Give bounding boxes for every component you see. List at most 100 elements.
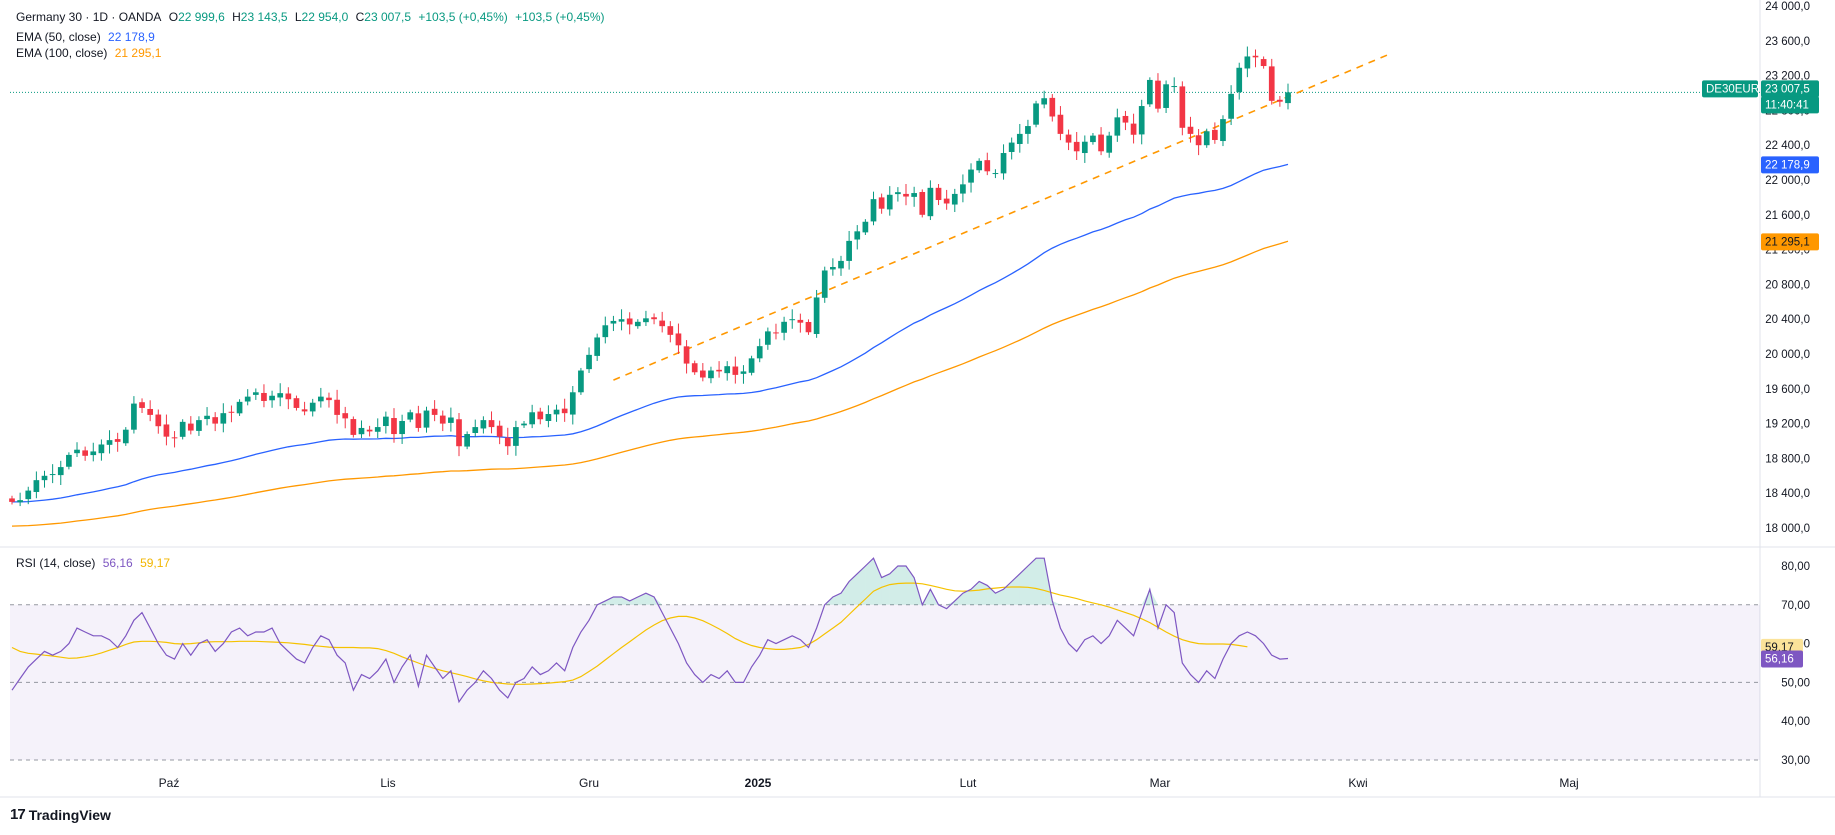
rsi-overbought-fill bbox=[1027, 558, 1037, 605]
rsi-legend[interactable]: RSI (14, close) 56,16 59,17 bbox=[16, 556, 171, 570]
price-tick-label: 23 600,0 bbox=[1765, 36, 1810, 48]
tradingview-icon: 17 bbox=[10, 806, 26, 823]
tradingview-logo[interactable]: 17 TradingView bbox=[10, 806, 111, 823]
rsi-overbought-fill bbox=[857, 566, 866, 605]
candle-body bbox=[659, 320, 666, 327]
price-badges: 23 007,5 11:40:41 DE30EUR 22 178,9 21 295,1 5… bbox=[1702, 80, 1819, 668]
candle-body bbox=[1260, 59, 1267, 67]
ohlc-legend: Germany 30 · 1D · OANDA O22 999,6 H23 14… bbox=[16, 10, 605, 24]
grid bbox=[0, 0, 1835, 798]
rsi-overbought-fill bbox=[954, 593, 963, 605]
candle-body bbox=[789, 319, 796, 321]
candle-body bbox=[1081, 141, 1088, 154]
price-tick-label: 22 000,0 bbox=[1765, 175, 1810, 187]
candle-body bbox=[1244, 56, 1251, 69]
ema50-legend-value: 22 178,9 bbox=[108, 30, 155, 44]
rsi-line bbox=[11, 557, 1289, 704]
candle-body bbox=[358, 427, 365, 435]
candle-body bbox=[854, 231, 861, 240]
rsi-badge-text: 56,16 bbox=[1765, 653, 1794, 665]
candle-body bbox=[1065, 134, 1072, 143]
rsi-badge: 56,16 bbox=[1761, 650, 1803, 668]
candle-body bbox=[870, 199, 877, 222]
candle-body bbox=[935, 187, 942, 201]
rsi-tick-label: 80,00 bbox=[1781, 561, 1810, 573]
candle-body bbox=[553, 409, 560, 415]
candle-body bbox=[1268, 66, 1275, 101]
ema-lines bbox=[10, 91, 1760, 527]
time-axis[interactable]: Paź Lis Gru 2025 Lut Mar Kwi Maj bbox=[159, 776, 1579, 790]
rsi-tick-label: 40,00 bbox=[1781, 716, 1810, 728]
candle-body bbox=[261, 392, 267, 401]
countdown-badge: 11:40:41 bbox=[1761, 96, 1819, 114]
rsi-overbought-fill bbox=[605, 597, 614, 605]
trendline[interactable] bbox=[613, 53, 1391, 381]
candle-body bbox=[155, 414, 162, 427]
candle-body bbox=[171, 437, 178, 439]
symbol-title: Germany 30 · 1D · OANDA bbox=[16, 10, 162, 24]
ema100-legend[interactable]: EMA (100, close) 21 295,1 bbox=[16, 46, 162, 60]
candle-body bbox=[1220, 119, 1226, 142]
candle-body bbox=[1130, 123, 1137, 135]
time-label: Lut bbox=[960, 776, 977, 790]
candle-body bbox=[1025, 126, 1031, 134]
candle-body bbox=[968, 169, 974, 183]
rsi-badge-bg bbox=[1761, 650, 1803, 668]
ema50-legend[interactable]: EMA (50, close) 22 178,9 bbox=[16, 30, 155, 44]
candle-body bbox=[1090, 135, 1096, 143]
candle-body bbox=[212, 417, 219, 424]
candle-body bbox=[90, 451, 97, 456]
candle-body bbox=[626, 318, 633, 325]
candle-body bbox=[17, 500, 23, 503]
symbol-badge-bg bbox=[1702, 80, 1758, 98]
candle-body bbox=[1106, 135, 1113, 153]
candle-body bbox=[1285, 92, 1291, 104]
candle-body bbox=[813, 297, 820, 334]
rsi-tick-label: 70,00 bbox=[1781, 600, 1810, 612]
candle-body bbox=[252, 392, 259, 395]
time-label: Lis bbox=[380, 776, 395, 790]
candle-body bbox=[439, 415, 446, 424]
candle-body bbox=[561, 408, 568, 414]
candle-body bbox=[106, 440, 113, 445]
rsi-tick-label: 30,00 bbox=[1781, 755, 1810, 767]
rsi-overbought-fill bbox=[629, 597, 638, 605]
candle-body bbox=[594, 337, 601, 356]
candle-body bbox=[1114, 117, 1121, 136]
candle-body bbox=[797, 319, 804, 323]
candle-body bbox=[513, 427, 519, 446]
rsi-overbought-fill bbox=[995, 589, 1004, 605]
candle-body bbox=[431, 408, 438, 415]
candle-body bbox=[383, 416, 389, 427]
candle-body bbox=[504, 437, 511, 447]
rsi-ma-line bbox=[11, 582, 1248, 685]
candle-body bbox=[139, 402, 145, 408]
candle-body bbox=[724, 366, 731, 374]
time-label: Maj bbox=[1559, 776, 1578, 790]
candle-body bbox=[464, 434, 470, 447]
candle-body bbox=[163, 424, 170, 437]
price-tick-label: 21 600,0 bbox=[1765, 210, 1810, 222]
candle-body bbox=[1057, 114, 1064, 134]
candle-body bbox=[838, 260, 844, 269]
chart-canvas[interactable]: 18 000,0 18 400,0 18 800,0 19 200,0 19 600,0… bbox=[0, 0, 1835, 800]
candle-body bbox=[1277, 99, 1283, 102]
rsi-overbought-fill bbox=[1052, 600, 1061, 605]
candle-body bbox=[1203, 131, 1210, 146]
candle-body bbox=[1000, 153, 1007, 174]
candle-body bbox=[1033, 103, 1039, 125]
candle-body bbox=[529, 412, 535, 425]
candle-body bbox=[114, 439, 121, 442]
rsi-overbought-fill bbox=[1011, 573, 1020, 605]
ema50-line bbox=[12, 163, 1289, 503]
rsi-overbought-fill bbox=[621, 597, 630, 605]
price-tick-label: 20 800,0 bbox=[1765, 279, 1810, 291]
candle-body bbox=[651, 317, 657, 320]
trendline-segment bbox=[613, 53, 1391, 381]
candle-body bbox=[1252, 55, 1259, 58]
candle-body bbox=[1073, 141, 1080, 152]
candle-body bbox=[911, 193, 917, 197]
price-tick-label: 18 400,0 bbox=[1765, 488, 1810, 500]
candle-body bbox=[472, 427, 479, 433]
rsi-overbought-fill bbox=[946, 600, 955, 605]
